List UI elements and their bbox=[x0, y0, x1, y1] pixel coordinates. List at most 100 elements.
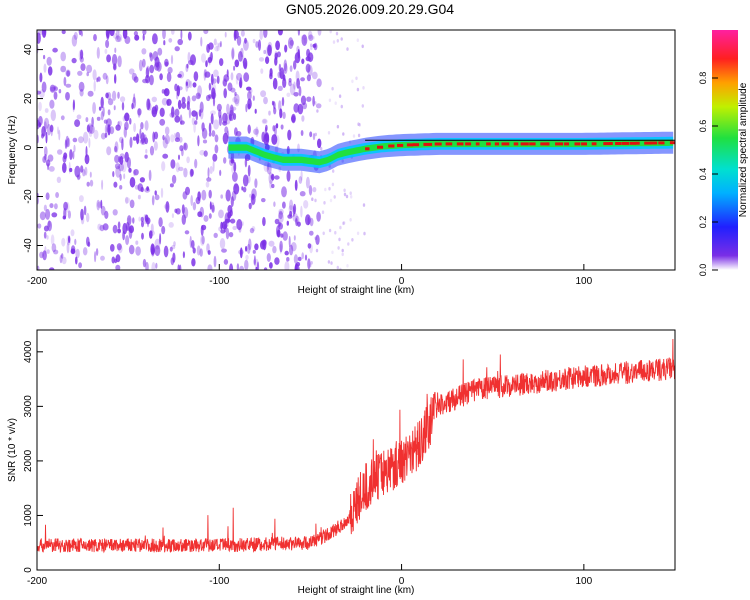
noise-blob bbox=[316, 109, 319, 113]
noise-blob bbox=[300, 130, 304, 136]
noise-blob bbox=[221, 248, 227, 253]
noise-blob bbox=[140, 132, 145, 145]
noise-blob bbox=[70, 245, 76, 254]
noise-blob bbox=[282, 201, 286, 209]
noise-blob bbox=[315, 103, 322, 109]
noise-blob bbox=[357, 122, 360, 126]
noise-blob bbox=[160, 187, 164, 198]
noise-blob bbox=[213, 232, 218, 238]
noise-blob bbox=[190, 195, 193, 206]
noise-blob bbox=[183, 207, 189, 219]
noise-blob bbox=[179, 136, 183, 143]
noise-blob bbox=[274, 257, 280, 265]
noise-blob bbox=[114, 74, 117, 84]
noise-blob bbox=[303, 200, 309, 209]
noise-blob bbox=[145, 149, 148, 154]
noise-blob bbox=[163, 40, 166, 46]
noise-blob bbox=[86, 212, 90, 223]
noise-blob bbox=[290, 242, 297, 252]
noise-blob bbox=[253, 255, 256, 266]
noise-blob bbox=[153, 141, 158, 151]
noise-blob bbox=[140, 216, 144, 223]
noise-blob bbox=[307, 64, 313, 77]
noise-blob bbox=[39, 211, 46, 221]
noise-blob bbox=[115, 30, 119, 40]
noise-blob bbox=[86, 236, 90, 247]
noise-blob bbox=[310, 43, 313, 47]
noise-blob bbox=[316, 78, 322, 88]
noise-blob bbox=[111, 54, 118, 66]
noise-blob bbox=[222, 132, 229, 145]
noise-blob bbox=[346, 47, 349, 51]
noise-blob bbox=[45, 208, 51, 220]
noise-blob bbox=[69, 149, 73, 161]
noise-blob bbox=[89, 179, 94, 187]
noise-blob bbox=[106, 92, 112, 100]
noise-blob bbox=[48, 166, 55, 172]
noise-blob bbox=[305, 176, 310, 189]
ridge-core-mark bbox=[513, 142, 519, 146]
noise-blob bbox=[112, 224, 118, 234]
noise-blob bbox=[275, 123, 279, 129]
noise-blob bbox=[362, 203, 366, 207]
noise-blob bbox=[256, 261, 260, 270]
noise-blob bbox=[38, 115, 43, 126]
noise-blob bbox=[133, 169, 139, 176]
noise-blob bbox=[84, 166, 88, 176]
noise-blob bbox=[77, 70, 83, 76]
ridge-core-mark bbox=[388, 144, 395, 148]
ridge-core-mark bbox=[581, 142, 587, 146]
noise-blob bbox=[201, 122, 205, 132]
noise-blob bbox=[296, 78, 300, 89]
noise-blob bbox=[289, 65, 293, 72]
noise-blob bbox=[305, 56, 311, 62]
noise-blob bbox=[291, 113, 296, 124]
noise-blob bbox=[315, 234, 320, 245]
noise-blob bbox=[192, 201, 197, 211]
noise-blob bbox=[334, 101, 337, 105]
noise-blob bbox=[219, 58, 224, 67]
noise-blob bbox=[107, 124, 111, 136]
noise-blob bbox=[163, 204, 169, 209]
noise-blob bbox=[338, 237, 341, 242]
noise-blob bbox=[309, 131, 313, 138]
noise-blob bbox=[152, 33, 158, 45]
noise-blob bbox=[300, 77, 305, 82]
noise-blob bbox=[117, 34, 123, 42]
noise-blob bbox=[234, 127, 238, 137]
noise-blob bbox=[340, 37, 343, 41]
noise-blob bbox=[349, 191, 352, 195]
noise-blob bbox=[147, 98, 151, 110]
noise-blob bbox=[282, 111, 286, 119]
noise-blob bbox=[80, 165, 84, 173]
noise-blob bbox=[259, 30, 263, 41]
noise-blob bbox=[181, 102, 187, 109]
noise-blob bbox=[219, 169, 222, 176]
noise-blob bbox=[279, 71, 284, 79]
noise-blob bbox=[169, 246, 173, 252]
noise-blob bbox=[58, 89, 62, 94]
noise-blob bbox=[149, 145, 155, 156]
noise-blob bbox=[306, 96, 312, 102]
noise-blob bbox=[133, 93, 136, 104]
noise-blob bbox=[260, 68, 264, 74]
noise-blob bbox=[189, 80, 193, 89]
noise-blob bbox=[338, 94, 342, 98]
noise-blob bbox=[253, 128, 259, 135]
noise-blob bbox=[208, 122, 212, 134]
noise-blob bbox=[174, 115, 181, 123]
noise-blob bbox=[251, 193, 255, 201]
noise-blob bbox=[114, 258, 117, 264]
noise-blob bbox=[44, 146, 48, 157]
noise-blob bbox=[88, 137, 91, 148]
noise-blob bbox=[307, 258, 311, 270]
noise-blob bbox=[51, 243, 57, 253]
noise-blob bbox=[224, 218, 231, 223]
noise-blob bbox=[222, 112, 228, 124]
noise-blob bbox=[62, 162, 67, 174]
noise-blob bbox=[117, 121, 120, 126]
noise-blob bbox=[247, 90, 252, 101]
noise-blob bbox=[356, 231, 360, 236]
noise-blob bbox=[41, 30, 47, 38]
